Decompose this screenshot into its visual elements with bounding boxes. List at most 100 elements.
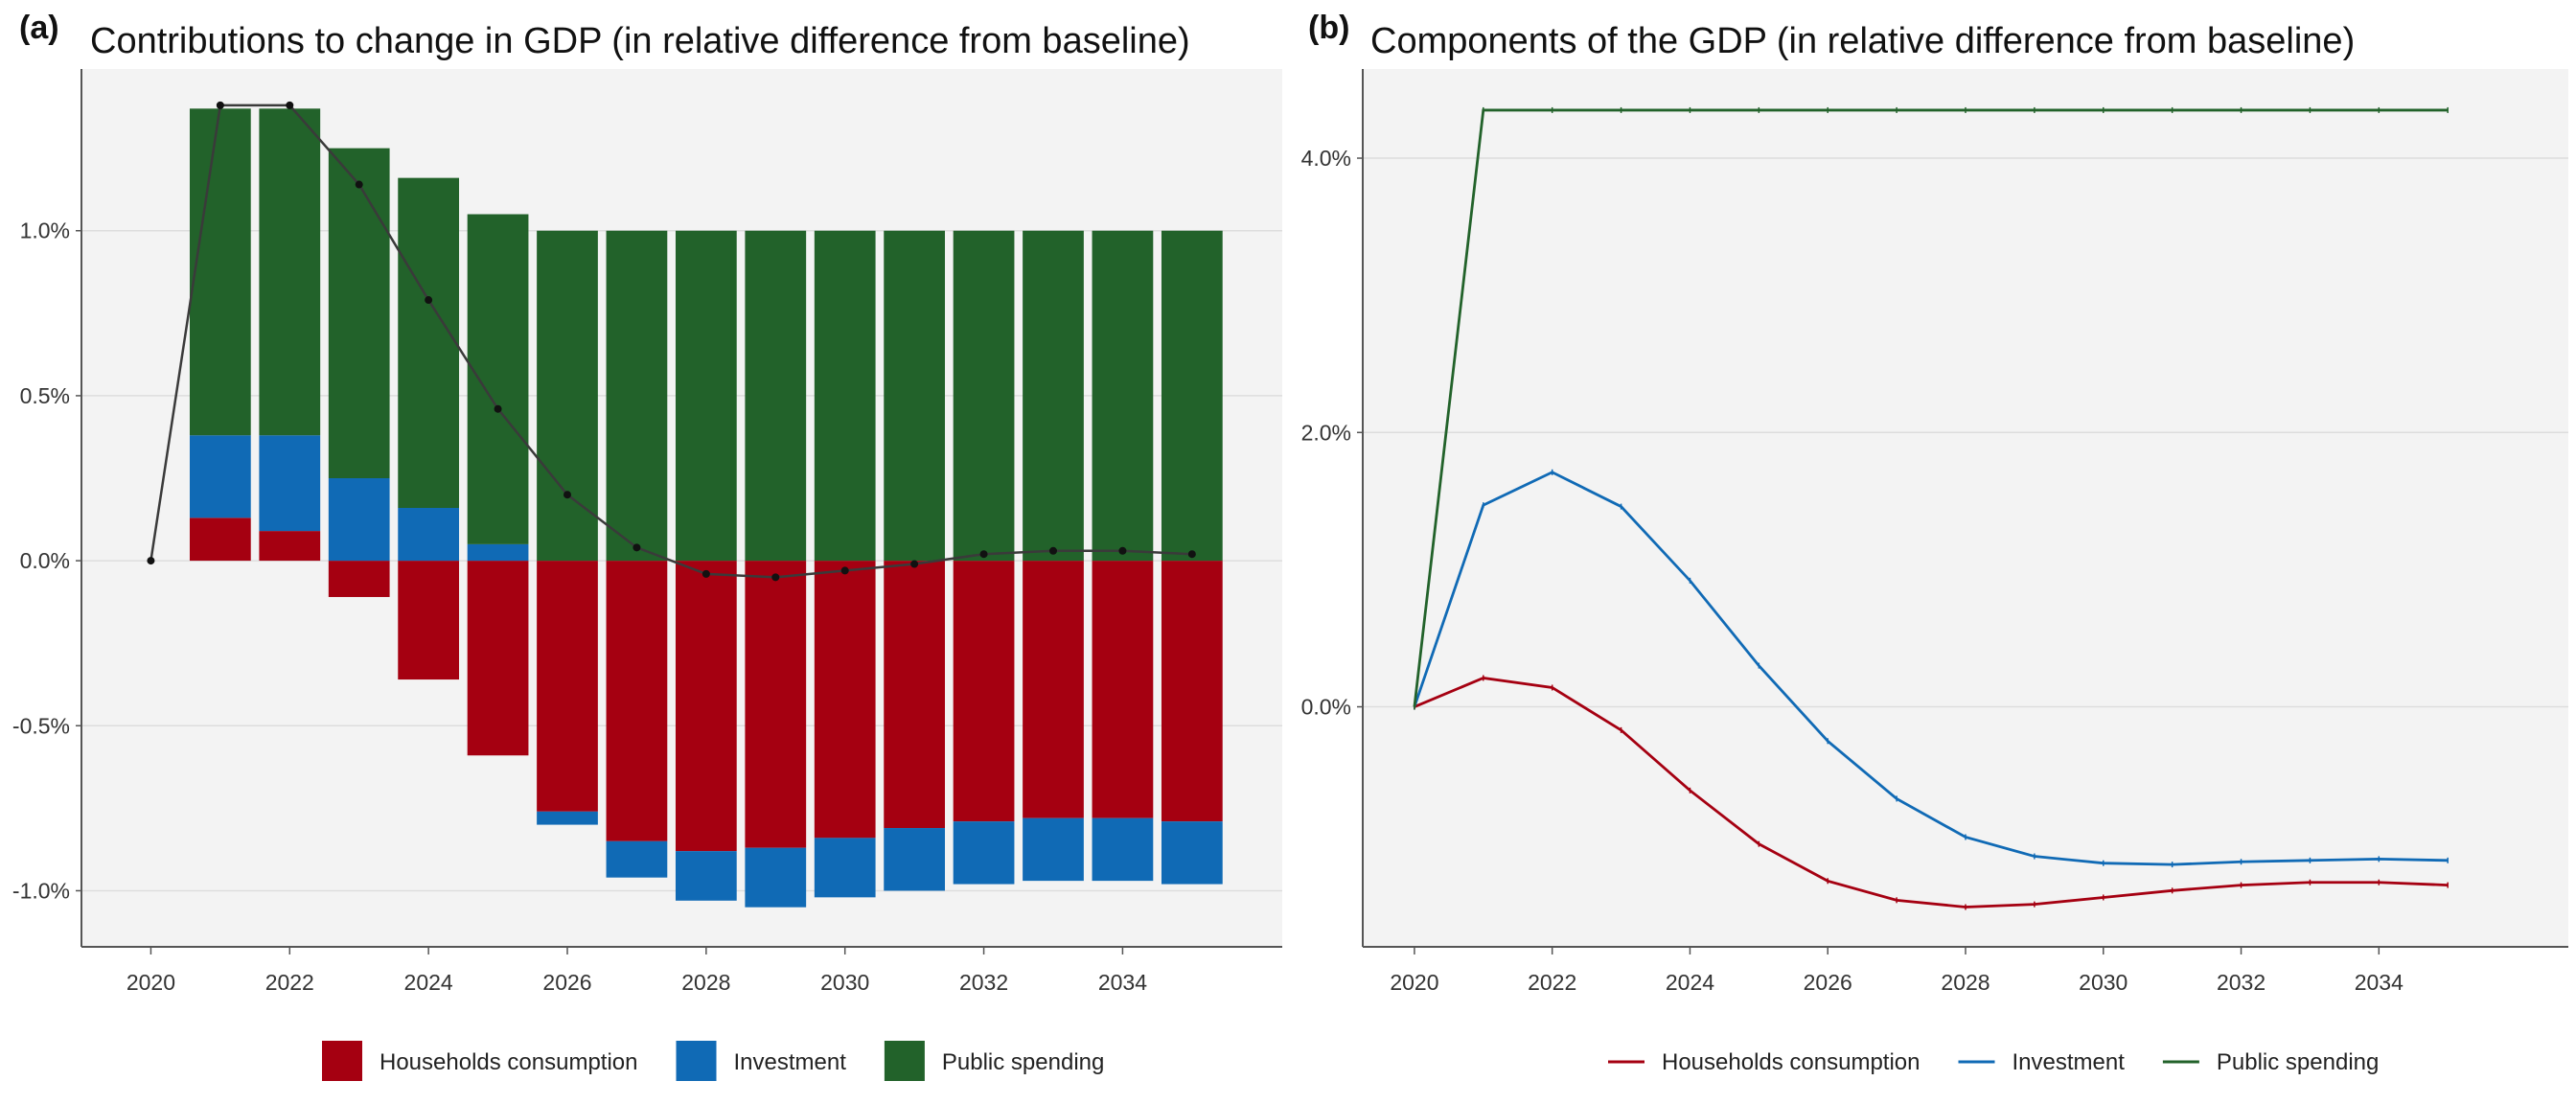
x-tick-label: 2028 [681, 970, 730, 995]
bar-households [467, 561, 529, 756]
bar-investment [884, 828, 946, 891]
bar-public [1092, 230, 1154, 562]
bar-investment [189, 435, 251, 518]
x-tick-label: 2034 [1098, 970, 1147, 995]
gdp-point [1118, 546, 1127, 555]
bar-public [675, 230, 737, 562]
x-tick-label: 2032 [2217, 970, 2266, 995]
bar-public [884, 230, 946, 562]
panel-label: (a) [19, 10, 59, 46]
legend: Households consumption Investment Public s… [322, 1041, 1104, 1081]
y-tick-label: -0.5% [12, 713, 70, 738]
legend-label: Investment [734, 1049, 847, 1075]
bar-public [1161, 230, 1223, 562]
panel-b-components: (b) Components of the GDP (in relative di… [1301, 10, 2568, 1075]
bar-investment [814, 838, 876, 898]
x-tick-label: 2022 [265, 970, 314, 995]
bar-investment [1023, 817, 1084, 882]
gdp-point [1187, 550, 1196, 559]
y-tick-label: 0.0% [1301, 695, 1351, 720]
bar-public [398, 177, 460, 508]
bar-households [259, 531, 321, 562]
legend-item: Investment [676, 1041, 847, 1081]
x-tick-label: 2028 [1941, 970, 1990, 995]
bar-households [814, 561, 876, 839]
x-tick-label: 2030 [820, 970, 869, 995]
panel-label: (b) [1308, 10, 1349, 46]
bar-households [189, 518, 251, 562]
x-tick-label: 2020 [1390, 970, 1438, 995]
bar-public [467, 214, 529, 544]
bar-investment [1161, 821, 1223, 885]
gdp-point [216, 101, 224, 109]
x-tick-label: 2022 [1528, 970, 1576, 995]
gdp-point [1048, 546, 1057, 555]
bar-public [814, 230, 876, 562]
gdp-point [840, 566, 849, 575]
legend-swatch [884, 1041, 925, 1081]
x-tick-label: 2024 [1666, 970, 1714, 995]
gdp-point [355, 180, 363, 189]
gdp-point [702, 569, 710, 578]
legend-label: Public spending [942, 1049, 1104, 1075]
y-tick-label: -1.0% [12, 878, 70, 903]
gdp-point [771, 573, 780, 582]
bar-public [328, 148, 390, 479]
bar-investment [467, 543, 529, 562]
legend-swatch [322, 1041, 362, 1081]
y-tick-label: 0.5% [20, 383, 70, 408]
gdp-point [286, 101, 294, 109]
bar-households [1161, 561, 1223, 822]
gdp-point [425, 296, 433, 305]
bar-investment [259, 435, 321, 532]
bar-households [953, 561, 1015, 822]
x-tick-label: 2024 [404, 970, 453, 995]
legend-label: Households consumption [1662, 1049, 1920, 1075]
legend-item: Investment [1958, 1049, 2126, 1075]
y-tick-label: 0.0% [20, 548, 70, 573]
bar-households [675, 561, 737, 852]
x-tick-label: 2034 [2355, 970, 2404, 995]
bar-public [953, 230, 1015, 562]
chart-title: Contributions to change in GDP (in relat… [90, 21, 1190, 61]
legend-item: Households consumption [322, 1041, 638, 1081]
legend-label: Households consumption [380, 1049, 638, 1075]
gdp-point [632, 543, 641, 552]
bar-households [328, 561, 390, 597]
bar-public [1023, 230, 1084, 562]
bar-households [1023, 561, 1084, 818]
y-tick-label: 4.0% [1301, 146, 1351, 171]
bar-households [745, 561, 807, 848]
legend-swatch [676, 1041, 717, 1081]
legend: Households consumption Investment Public s… [1608, 1049, 2379, 1075]
x-tick-label: 2030 [2079, 970, 2128, 995]
bar-public [745, 230, 807, 562]
bar-households [606, 561, 668, 841]
legend-label: Investment [2012, 1049, 2126, 1075]
legend-label: Public spending [2217, 1049, 2379, 1075]
gdp-point [979, 550, 988, 559]
bar-investment [953, 821, 1015, 885]
x-tick-label: 2020 [126, 970, 175, 995]
y-tick-label: 2.0% [1301, 420, 1351, 445]
gdp-point [563, 491, 571, 499]
bar-households [537, 561, 598, 812]
x-tick-label: 2026 [1804, 970, 1852, 995]
line-households [1414, 677, 2449, 908]
chart-title: Components of the GDP (in relative diffe… [1370, 21, 2355, 61]
plot-area [1363, 69, 2568, 947]
bar-investment [398, 508, 460, 562]
bar-investment [328, 478, 390, 562]
bar-investment [1092, 817, 1154, 882]
panel-a-contributions: (a) Contributions to change in GDP (in re… [12, 10, 1282, 1081]
y-tick-label: 1.0% [20, 218, 70, 243]
bar-public [537, 230, 598, 562]
x-tick-label: 2026 [542, 970, 591, 995]
bar-households [1092, 561, 1154, 818]
line-public [1413, 108, 2449, 707]
gdp-point [910, 560, 919, 568]
bar-public [189, 108, 251, 436]
gdp-line [150, 104, 1192, 579]
gdp-point [147, 557, 155, 565]
bar-public [606, 230, 668, 562]
